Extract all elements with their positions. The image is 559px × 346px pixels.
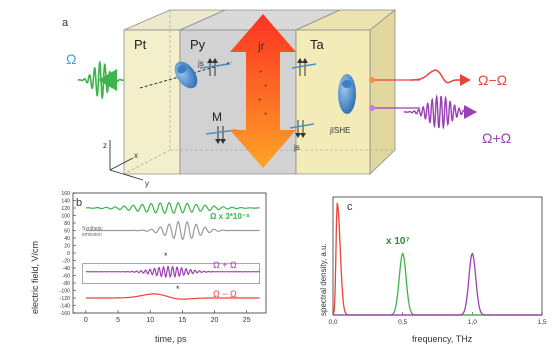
panel-b-y-tick-label: 160 [61, 191, 70, 197]
panel-b-y-tick-label: 140 [61, 199, 70, 205]
panel-b-x-tick-label: 10 [146, 317, 154, 324]
panel-c-series-line [332, 202, 542, 316]
jr-label: jr [257, 39, 265, 53]
panel-b-chart: b 160140120100806040200-20-40-60-80-100-… [30, 191, 267, 344]
panel-a-label: a [62, 17, 69, 29]
panel-b-y-tick-label: -140 [60, 304, 70, 310]
panel-b-annot-green: Ω x 3*10⁻⁸ [210, 212, 250, 221]
panel-b-x-tick-label: 20 [211, 317, 219, 324]
panel-b-series-line [85, 265, 260, 279]
panel-b-annot-purple: Ω + Ω [213, 260, 237, 270]
panel-b-ylabel: electric field, V/cm [30, 241, 40, 314]
panel-c-frame [332, 196, 543, 316]
panel-b-x-tick-label: 15 [178, 317, 186, 324]
js-lower-label: js [293, 143, 300, 152]
panel-b-annot-gray-2: emission [82, 232, 102, 238]
ta-electron-icon [338, 74, 356, 114]
output-pulse-minus [410, 69, 468, 84]
panel-b-x-tick-label: 0 [84, 317, 88, 324]
panel-b-annot-gray-1: Synthetic [82, 226, 103, 232]
panel-b-y-tick-label: -20 [63, 259, 71, 265]
svg-text:+: + [259, 70, 263, 76]
axis-x-label: x [134, 151, 138, 160]
panel-b-x-tick-label: 25 [243, 317, 251, 324]
output-minus-arrow-icon [460, 74, 471, 86]
panel-a-diagram: a Ω Pt Py Ta [62, 9, 511, 188]
panel-c-x-tick-label: 1,0 [468, 319, 477, 326]
panel-b-series [82, 202, 260, 300]
panel-b-y-tick-label: -40 [63, 266, 71, 272]
panel-c-annotation: x 10⁷ [386, 236, 410, 247]
panel-b-series-line [85, 221, 260, 241]
panel-b-y-tick-label: 120 [61, 206, 70, 212]
spin-arrows-right-lower-icon [289, 120, 315, 138]
panel-c-x-ticks: 0,0 0,5 1,0 1,5 [328, 312, 547, 326]
panel-c-chart: c 0,0 0,5 1,0 1,5 x 10⁷ spectral density, a… [319, 196, 547, 344]
spin-arrows-icon [199, 58, 231, 76]
py-label: Py [190, 37, 206, 52]
panel-b-label: b [76, 197, 82, 209]
panel-b-y-tick-label: 80 [64, 221, 70, 227]
panel-b-annot-red: Ω − Ω [213, 289, 237, 299]
pt-label: Pt [134, 37, 147, 52]
axis-y-label: y [145, 179, 149, 188]
svg-text:+: + [264, 84, 268, 90]
panel-c-series [332, 202, 542, 316]
panel-c-x-tick-label: 0,0 [328, 319, 337, 326]
electron-icon [174, 61, 198, 89]
charge-current-arrow-icon: jr + + + + [230, 14, 296, 168]
omega-plus-label: Ω+Ω [482, 130, 511, 146]
panel-c-ylabel: spectral density, a.u. [319, 243, 328, 316]
panel-c-x-tick-label: 0,5 [398, 319, 407, 326]
spin-arrows-right-icon [291, 58, 317, 76]
panel-b-xlabel: time, ps [155, 334, 187, 344]
panel-b-x-tick-label: 5 [116, 317, 120, 324]
jishe-label: jISHE [329, 126, 350, 135]
panel-b-frame [72, 192, 267, 314]
panel-b-y-tick-label: -80 [63, 281, 71, 287]
panel-c-xlabel: frequency, THz [412, 334, 473, 344]
omega-in-label: Ω [66, 51, 76, 67]
js-label: js [197, 59, 204, 68]
magnetization-label: M [212, 110, 222, 124]
panel-c-label: c [347, 201, 353, 213]
panel-b-y-tick-label: -100 [60, 289, 70, 295]
svg-text:+: + [264, 112, 268, 118]
ta-layer [295, 9, 397, 175]
panel-b-star-1: * [164, 251, 168, 261]
panel-b-x-ticks: 0 5 10 15 20 25 [84, 310, 251, 324]
panel-c-series-line [333, 252, 542, 316]
axis-z-label: z [103, 141, 107, 150]
panel-c-x-tick-label: 1,5 [537, 319, 546, 326]
svg-text:+: + [258, 98, 262, 104]
panel-b-y-tick-label: 60 [64, 229, 70, 235]
panel-b-y-tick-label: 20 [64, 244, 70, 250]
panel-b-inset-box [82, 263, 260, 284]
panel-b-y-tick-label: -120 [60, 296, 70, 302]
panel-b-y-tick-label: 100 [61, 214, 70, 220]
input-arrow-icon [98, 69, 117, 91]
panel-b-series-line [85, 202, 260, 214]
panel-b-y-tick-label: 0 [67, 251, 70, 257]
output-plus-arrow-icon [464, 105, 477, 119]
coordinate-axes: z x y [103, 140, 149, 188]
panel-c-series-line [333, 252, 542, 316]
panel-b-y-tick-label: 40 [64, 236, 70, 242]
panel-b-series-line [85, 293, 260, 300]
ta-label: Ta [310, 37, 325, 52]
panel-b-y-tick-label: -60 [63, 274, 71, 280]
panel-b-y-tick-label: -160 [60, 311, 70, 317]
omega-minus-label: Ω−Ω [478, 72, 507, 88]
panel-b-star-2: * [176, 284, 180, 294]
